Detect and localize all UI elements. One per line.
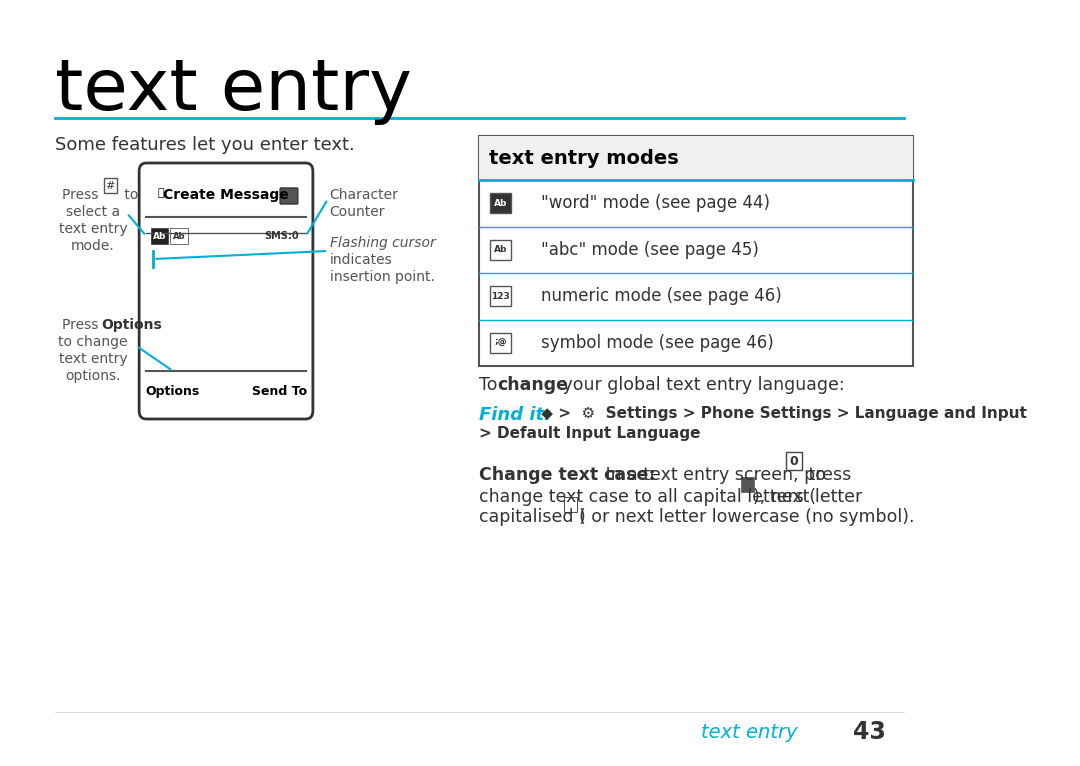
Text: Options: Options: [102, 318, 162, 332]
Text: To: To: [478, 376, 502, 394]
Text: Some features let you enter text.: Some features let you enter text.: [55, 136, 354, 154]
Text: "abc" mode (see page 45): "abc" mode (see page 45): [541, 241, 758, 259]
FancyBboxPatch shape: [741, 476, 754, 492]
Text: ), next letter: ), next letter: [754, 488, 863, 506]
Text: Press: Press: [62, 318, 103, 332]
Text: your global text entry language:: your global text entry language:: [556, 376, 845, 394]
Text: to change: to change: [58, 335, 127, 349]
Text: #: #: [105, 181, 114, 191]
Text: mode.: mode.: [71, 239, 114, 253]
Text: ;@: ;@: [495, 339, 508, 347]
Text: options.: options.: [65, 369, 121, 383]
Text: to: to: [120, 188, 138, 202]
Text: numeric mode (see page 46): numeric mode (see page 46): [541, 287, 782, 305]
Text: Ab: Ab: [494, 198, 508, 208]
Text: Ab: Ab: [173, 231, 186, 241]
Text: 123: 123: [491, 292, 510, 301]
Text: Ab: Ab: [494, 245, 508, 254]
Text: 📶: 📶: [157, 188, 164, 198]
Text: text entry modes: text entry modes: [489, 149, 679, 168]
Text: Send To: Send To: [252, 385, 307, 398]
Text: "word" mode (see page 44): "word" mode (see page 44): [541, 195, 770, 212]
Text: ) or next letter lowercase (no symbol).: ) or next letter lowercase (no symbol).: [579, 508, 915, 526]
Text: text entry: text entry: [58, 352, 127, 366]
FancyBboxPatch shape: [139, 163, 313, 419]
Text: change text case to all capital letters (: change text case to all capital letters …: [478, 488, 815, 506]
Text: Change text case:: Change text case:: [478, 466, 656, 484]
FancyBboxPatch shape: [490, 193, 512, 213]
Text: Create Message: Create Message: [163, 188, 288, 202]
Text: Press: Press: [62, 188, 103, 202]
Text: Flashing cursor: Flashing cursor: [329, 236, 435, 250]
FancyBboxPatch shape: [171, 228, 188, 244]
Text: Ab: Ab: [153, 231, 166, 241]
Text: 43: 43: [853, 720, 887, 744]
Text: indicates: indicates: [329, 253, 392, 267]
Text: Counter: Counter: [329, 205, 386, 219]
Text: select a: select a: [66, 205, 120, 219]
Text: to: to: [804, 466, 826, 484]
FancyBboxPatch shape: [490, 240, 512, 260]
FancyBboxPatch shape: [786, 452, 802, 470]
Text: Character: Character: [329, 188, 399, 202]
Text: text entry: text entry: [58, 222, 127, 236]
Text: ◆ >  ⚙  Settings > Phone Settings > Language and Input: ◆ > ⚙ Settings > Phone Settings > Langua…: [537, 406, 1027, 421]
FancyBboxPatch shape: [490, 332, 512, 353]
Text: symbol mode (see page 46): symbol mode (see page 46): [541, 334, 773, 352]
FancyBboxPatch shape: [104, 178, 117, 193]
Text: change: change: [497, 376, 568, 394]
Text: 0: 0: [789, 454, 798, 467]
Text: > Default Input Language: > Default Input Language: [478, 426, 700, 441]
Text: SMS:0: SMS:0: [265, 231, 299, 241]
Text: text entry: text entry: [55, 56, 411, 125]
FancyBboxPatch shape: [280, 188, 298, 204]
Text: text entry: text entry: [701, 722, 798, 741]
Text: In a text entry screen, press: In a text entry screen, press: [600, 466, 856, 484]
Text: insertion point.: insertion point.: [329, 270, 434, 284]
Text: Options: Options: [146, 385, 200, 398]
Bar: [478, 136, 913, 366]
FancyBboxPatch shape: [151, 228, 168, 244]
FancyBboxPatch shape: [490, 286, 512, 306]
FancyBboxPatch shape: [564, 496, 578, 512]
Text: Find it:: Find it:: [478, 406, 551, 424]
Text: capitalised (: capitalised (: [478, 508, 585, 526]
Bar: [478, 136, 913, 180]
